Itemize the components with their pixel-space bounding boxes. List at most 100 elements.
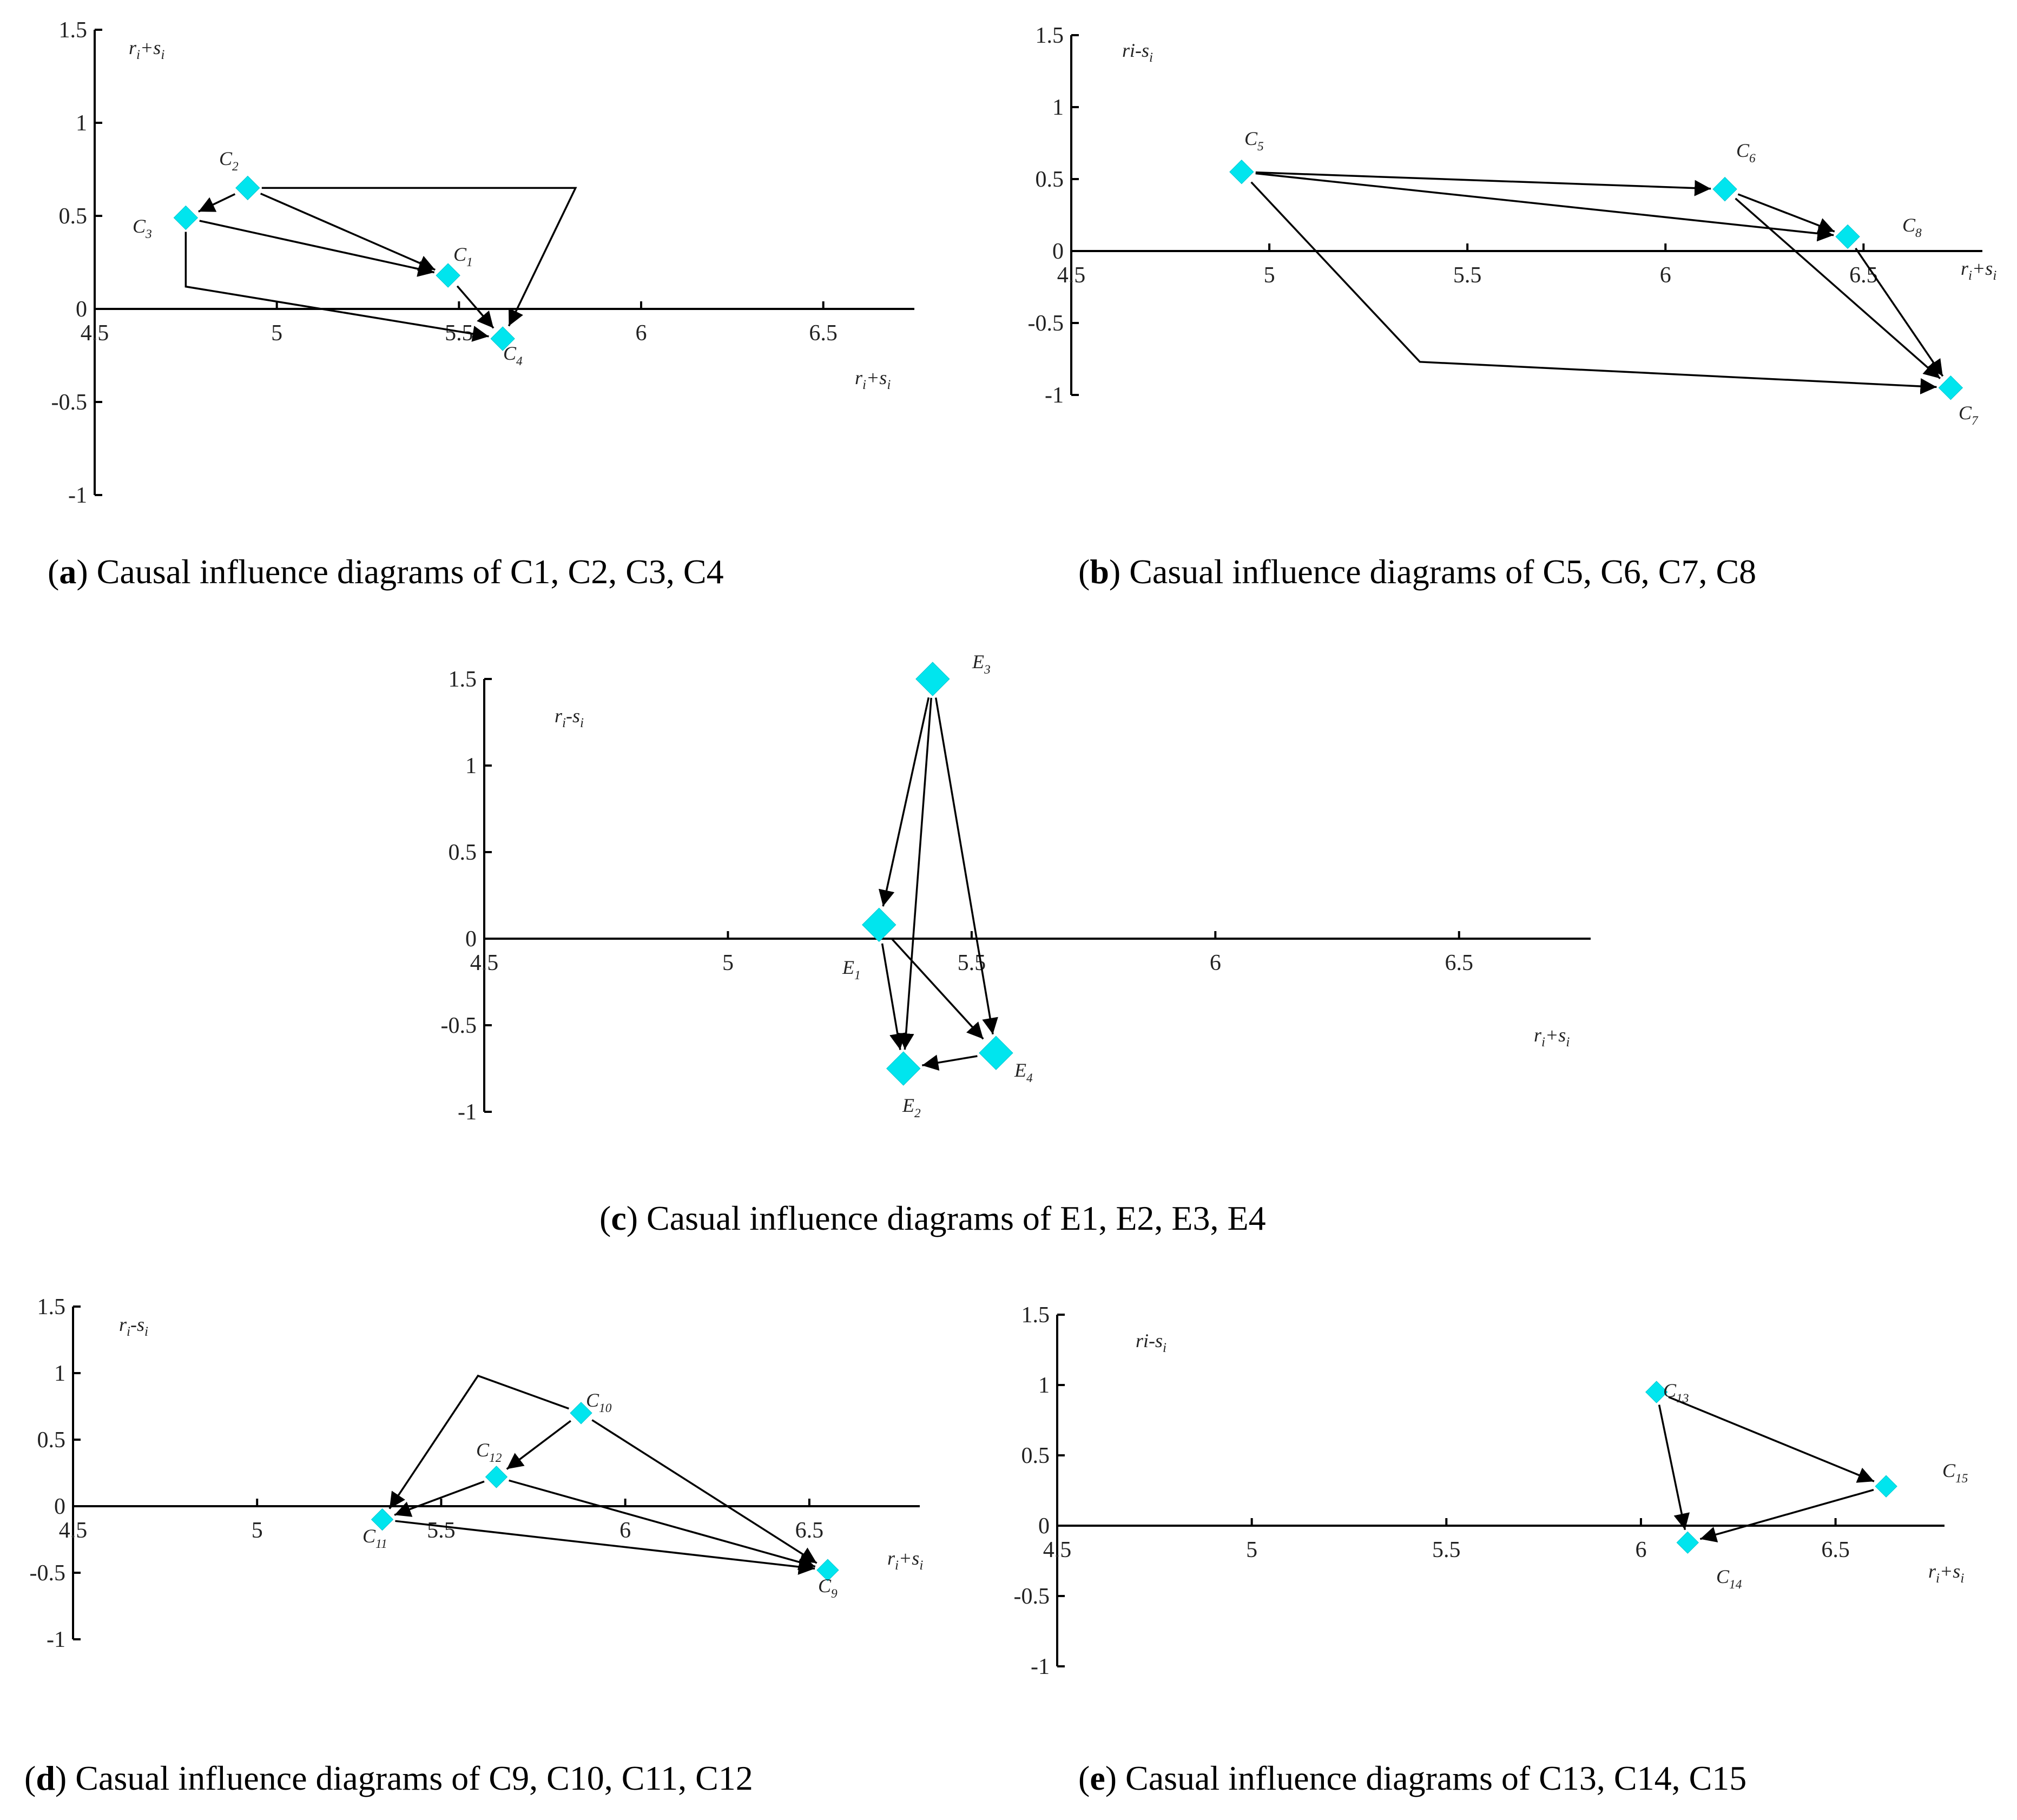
node-c10 (570, 1402, 592, 1425)
y-tick-label: 0 (1052, 239, 1064, 264)
label-c4: C4 (503, 342, 523, 368)
node-c7 (1938, 375, 1963, 400)
y-tick-label: 0.5 (1036, 167, 1064, 192)
y-tick-label: 0 (76, 297, 87, 322)
edge-e1-to-e2 (881, 943, 906, 1050)
x-tick-label: 6 (1210, 951, 1221, 975)
edge-e3-to-e4 (934, 697, 998, 1034)
label-c11: C11 (362, 1525, 387, 1551)
edge-c2-to-c3 (198, 193, 236, 213)
node-c2 (235, 175, 260, 201)
x-tick-label: 5 (1264, 263, 1275, 288)
edge-c2-to-c1 (260, 193, 436, 271)
y-tick-label: -0.5 (1028, 311, 1064, 336)
y-tick-label: -1 (47, 1627, 65, 1652)
y-tick-label: 1 (465, 754, 477, 779)
edge-c1-to-c4 (456, 285, 495, 329)
y-tick-label: -0.5 (51, 390, 88, 415)
edge-c15-to-c14 (1699, 1489, 1874, 1542)
label-c6: C6 (1736, 140, 1756, 166)
y-tick-label: -1 (458, 1100, 477, 1125)
node-c9 (816, 1559, 839, 1581)
node-c11 (371, 1508, 394, 1531)
chart-panel-c: 1.510.50-0.5-14.5 5 5.5 6 6.5ri-siri+siE1E2E… (441, 651, 1591, 1125)
caption-d: (d) Casual influence diagrams of C9, C10… (24, 1759, 753, 1797)
x-tick-label: 6.5 (1821, 1538, 1850, 1562)
y-tick-label: 0 (465, 927, 477, 952)
edge-c2-to-c4 (261, 187, 577, 327)
node-c4 (490, 326, 515, 351)
caption-c: (c) Casual influence diagrams of E1, E2,… (599, 1199, 1266, 1237)
edge-c10-to-c9 (591, 1419, 818, 1564)
node-c8 (1835, 224, 1860, 249)
label-c15: C15 (1942, 1460, 1968, 1486)
node-e3 (915, 662, 950, 696)
y-tick-label: -0.5 (1014, 1584, 1050, 1609)
x-tick-label: 6.5 (795, 1518, 824, 1543)
y-axis-label: ri-si (1122, 39, 1153, 65)
edge-c12-to-c9 (509, 1479, 816, 1570)
node-c6 (1712, 176, 1737, 202)
edge-e4-to-e2 (921, 1054, 978, 1071)
x-tick-label: 6 (1635, 1538, 1646, 1562)
edge-c10-to-c11 (388, 1374, 570, 1509)
label-c5: C5 (1244, 128, 1264, 154)
x-axis-label: ri+si (887, 1547, 923, 1573)
label-c3: C3 (133, 215, 152, 241)
y-axis-label: ri+si (129, 37, 164, 62)
y-axis-label: ri-si (1136, 1330, 1166, 1355)
edge-c3-to-c4 (184, 232, 489, 342)
edge-c5-to-c8 (1255, 172, 1834, 242)
y-tick-label: 1.5 (449, 667, 477, 692)
x-tick-label: 4.5 (81, 321, 109, 346)
y-tick-label: 0.5 (1021, 1443, 1050, 1468)
node-e1 (862, 907, 897, 942)
y-axis-label: ri-si (119, 1314, 148, 1339)
label-c13: C13 (1663, 1380, 1689, 1406)
x-tick-label: 5.5 (1453, 263, 1482, 288)
node-e4 (979, 1036, 1013, 1070)
label-e2: E2 (902, 1094, 921, 1120)
y-tick-label: 1.5 (1021, 1303, 1050, 1328)
y-tick-label: 1 (54, 1361, 65, 1386)
x-tick-label: 6 (1660, 263, 1671, 288)
label-c12: C12 (476, 1439, 502, 1465)
label-e1: E1 (842, 957, 861, 982)
y-tick-label: 1 (1052, 95, 1064, 120)
edge-c11-to-c9 (395, 1520, 815, 1575)
edge-c10-to-c12 (506, 1420, 571, 1470)
label-e4: E4 (1014, 1059, 1033, 1085)
y-tick-label: 1.5 (59, 18, 88, 43)
label-e3: E3 (972, 651, 991, 677)
edge-e1-to-e4 (891, 938, 984, 1040)
x-tick-label: 5.5 (1432, 1538, 1461, 1562)
chart-panel-d: 1.5 1 0.5 0 -0.5 -1 4.5 5 5.5 6 6.5 ri-si ri+si C9 C10… (30, 1295, 924, 1652)
y-tick-label: 1 (76, 111, 87, 136)
edge-c5-to-c6 (1255, 171, 1711, 196)
x-tick-label: 5.5 (427, 1518, 456, 1543)
y-tick-label: -1 (1031, 1654, 1050, 1679)
x-tick-label: 4.5 (59, 1518, 88, 1543)
label-c8: C8 (1902, 214, 1922, 240)
edge-c6-to-c8 (1737, 193, 1835, 234)
x-tick-label: 6.5 (809, 321, 838, 346)
caption-e: (e) Casual influence diagrams of C13, C1… (1078, 1759, 1747, 1797)
x-tick-label: 6 (619, 1518, 631, 1543)
y-tick-label: 1.5 (37, 1295, 66, 1320)
label-c7: C7 (1959, 402, 1979, 428)
x-tick-label: 6.5 (1445, 951, 1474, 975)
y-tick-label: 1 (1038, 1373, 1050, 1398)
x-tick-label: 5 (1246, 1538, 1257, 1562)
caption-a: (a) Causal influence diagrams of C1, C2,… (48, 552, 724, 591)
caption-b: (b) Casual influence diagrams of C5, C6,… (1078, 552, 1757, 591)
x-axis-label: ri+si (1928, 1560, 1964, 1586)
y-tick-label: -0.5 (441, 1013, 477, 1038)
x-tick-label: 4.5 (470, 951, 499, 975)
edge-c3-to-c1 (199, 220, 435, 277)
label-c1: C1 (453, 243, 473, 269)
y-tick-label: 0.5 (449, 840, 477, 865)
node-c15 (1875, 1475, 1897, 1498)
node-c12 (485, 1466, 508, 1488)
edge-c5-to-c7 (1250, 181, 1937, 394)
